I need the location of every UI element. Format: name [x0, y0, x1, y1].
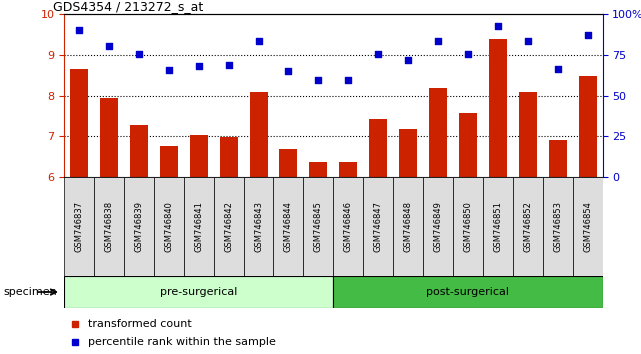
Bar	[543, 177, 572, 276]
Bar	[184, 177, 213, 276]
Point	[373, 51, 383, 57]
Text: GSM746848: GSM746848	[404, 201, 413, 252]
Point	[343, 77, 353, 83]
Bar	[483, 177, 513, 276]
Bar	[549, 139, 567, 177]
Text: GSM746846: GSM746846	[344, 201, 353, 252]
Text: GDS4354 / 213272_s_at: GDS4354 / 213272_s_at	[53, 0, 204, 13]
Text: GSM746840: GSM746840	[164, 201, 173, 252]
Bar	[513, 177, 543, 276]
Text: GSM746837: GSM746837	[74, 201, 83, 252]
Bar	[279, 149, 297, 177]
Point	[253, 38, 263, 44]
Point	[74, 27, 84, 33]
Point	[104, 43, 114, 49]
Text: GSM746849: GSM746849	[433, 201, 442, 252]
Bar	[310, 161, 328, 177]
Bar	[94, 177, 124, 276]
Point	[403, 57, 413, 63]
Bar	[154, 177, 184, 276]
Point	[224, 62, 234, 68]
Point	[194, 63, 204, 69]
Bar	[459, 113, 477, 177]
Bar	[124, 177, 154, 276]
Text: GSM746839: GSM746839	[135, 201, 144, 252]
Bar	[64, 276, 333, 308]
Bar	[363, 177, 393, 276]
Text: GSM746841: GSM746841	[194, 201, 203, 252]
Point	[163, 68, 174, 73]
Point	[313, 77, 324, 83]
Bar	[339, 161, 357, 177]
Text: GSM746847: GSM746847	[374, 201, 383, 252]
Text: specimen: specimen	[3, 287, 57, 297]
Bar	[64, 177, 94, 276]
Point	[583, 33, 593, 38]
Text: GSM746850: GSM746850	[463, 201, 472, 252]
Bar	[274, 177, 303, 276]
Text: transformed count: transformed count	[88, 319, 192, 329]
Bar	[519, 92, 537, 177]
Text: GSM746852: GSM746852	[523, 201, 532, 252]
Text: post-surgerical: post-surgerical	[426, 287, 510, 297]
Bar	[369, 119, 387, 177]
Bar	[160, 146, 178, 177]
Bar	[249, 92, 267, 177]
Text: GSM746854: GSM746854	[583, 201, 592, 252]
Text: GSM746843: GSM746843	[254, 201, 263, 252]
Point	[553, 66, 563, 72]
Bar	[393, 177, 423, 276]
Bar	[213, 177, 244, 276]
Bar	[333, 177, 363, 276]
Bar	[453, 177, 483, 276]
Point	[283, 68, 294, 74]
Point	[433, 38, 443, 44]
Bar	[70, 69, 88, 177]
Point	[522, 38, 533, 44]
Bar	[429, 88, 447, 177]
Bar	[100, 98, 118, 177]
Text: GSM746844: GSM746844	[284, 201, 293, 252]
Bar	[399, 129, 417, 177]
Text: percentile rank within the sample: percentile rank within the sample	[88, 337, 276, 347]
Bar	[220, 137, 238, 177]
Bar	[190, 136, 208, 177]
Bar	[572, 177, 603, 276]
Bar	[333, 276, 603, 308]
Text: pre-surgerical: pre-surgerical	[160, 287, 237, 297]
Bar	[579, 76, 597, 177]
Bar	[130, 125, 148, 177]
Point	[463, 51, 473, 57]
Bar	[423, 177, 453, 276]
Bar	[489, 39, 507, 177]
Bar	[303, 177, 333, 276]
Text: GSM746851: GSM746851	[494, 201, 503, 252]
Point	[493, 23, 503, 28]
Text: GSM746845: GSM746845	[314, 201, 323, 252]
Text: GSM746853: GSM746853	[553, 201, 562, 252]
Text: GSM746838: GSM746838	[104, 201, 113, 252]
Bar	[244, 177, 274, 276]
Point	[134, 51, 144, 57]
Text: GSM746842: GSM746842	[224, 201, 233, 252]
